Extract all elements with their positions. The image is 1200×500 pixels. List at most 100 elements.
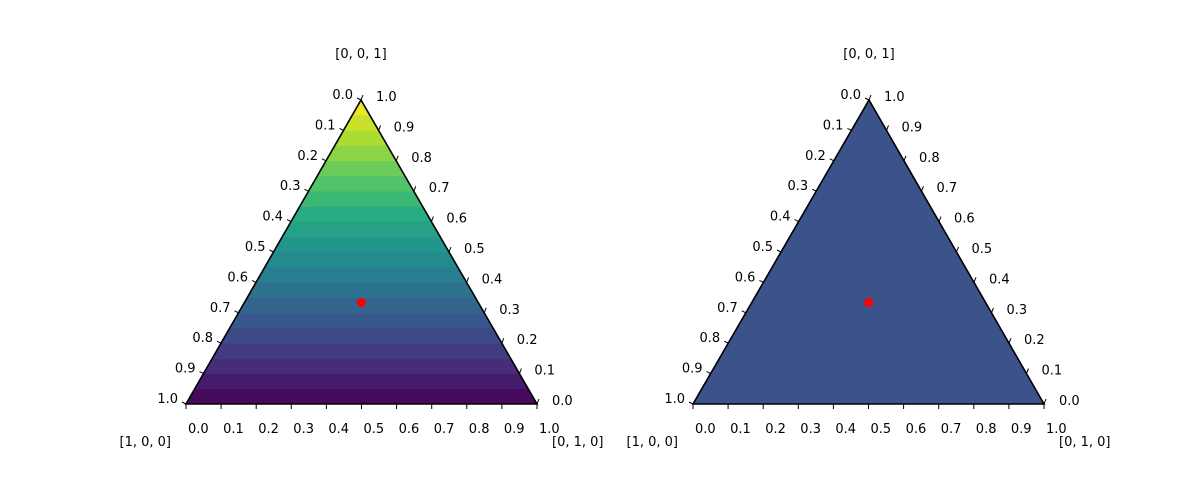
- tick-label-right: 0.5: [972, 242, 993, 257]
- tick-right: [903, 155, 907, 161]
- tick-label-right: 0.4: [989, 272, 1010, 287]
- tick-label-right: 0.3: [1007, 303, 1028, 318]
- tick-label-bottom: 0.4: [835, 422, 856, 437]
- tick-label-bottom: 0.8: [469, 422, 490, 437]
- tick-right: [1026, 368, 1029, 374]
- tick-right: [413, 186, 417, 192]
- tick-label-right: 0.9: [394, 120, 415, 135]
- contour-band: [325, 145, 397, 162]
- tick-label-bottom: 0.3: [800, 422, 821, 437]
- contour-band: [255, 266, 468, 283]
- tick-label-left: 0.9: [682, 362, 703, 377]
- tick-label-left: 0.7: [717, 301, 738, 316]
- tick-left: [251, 279, 257, 283]
- tick-label-right: 0.6: [446, 212, 467, 227]
- contour-band: [281, 221, 441, 238]
- tick-right: [886, 125, 889, 131]
- tick-left: [776, 249, 782, 253]
- ternary-plot-right: 0.0 0.1 0.2 0.3 0.4 0.5 0.6 0.7 0.8 0.9 1.0 0.0 0.1 0…: [627, 47, 1111, 450]
- tick-label-right: 1.0: [884, 90, 905, 105]
- tick-label-left: 0.8: [192, 331, 213, 346]
- tick-right: [378, 125, 382, 131]
- contour-band: [264, 251, 459, 268]
- tick-left: [688, 401, 694, 405]
- tick-label-left: 0.5: [752, 240, 773, 255]
- tick-label-right: 0.2: [1024, 333, 1045, 348]
- tick-right: [938, 216, 942, 222]
- tick-left: [706, 371, 711, 375]
- tick-label-bottom: 0.4: [328, 422, 349, 437]
- tick-label-left: 0.1: [315, 118, 336, 133]
- tick-label-bottom: 1.0: [1046, 422, 1067, 437]
- tick-label-left: 0.2: [805, 149, 826, 164]
- vertex-label-top: [0, 0, 1]: [843, 47, 895, 62]
- tick-label-bottom: 0.0: [188, 422, 209, 437]
- vertex-label-top: [0, 0, 1]: [335, 47, 387, 62]
- ternary-plot-left: 0.0 0.1 0.2 0.3 0.4 0.5 0.6 0.7 0.8 0.9 1.0 0.0 0.1 0…: [120, 47, 604, 450]
- tick-label-bottom: 0.0: [695, 422, 716, 437]
- tick-right: [501, 338, 505, 344]
- tick-right: [536, 398, 540, 405]
- tick-label-left: 0.0: [840, 88, 861, 103]
- tick-label-left: 0.3: [788, 179, 809, 194]
- tick-right: [1043, 398, 1047, 405]
- contour-band: [220, 327, 503, 344]
- tick-label-left: 0.0: [332, 88, 353, 103]
- vertex-label-right: [0, 1, 0]: [1059, 435, 1111, 450]
- contour-band: [211, 342, 512, 359]
- tick-label-left: 0.6: [735, 270, 756, 285]
- tick-label-bottom: 0.1: [223, 422, 244, 437]
- tick-label-right: 0.3: [499, 303, 520, 318]
- tick-label-right: 0.8: [919, 151, 940, 166]
- tick-label-left: 0.6: [227, 270, 248, 285]
- tick-label-right: 0.1: [534, 364, 555, 379]
- contour-band: [307, 175, 415, 192]
- tick-label-right: 1.0: [376, 90, 397, 105]
- tick-label-right: 0.1: [1042, 364, 1063, 379]
- tick-left: [286, 219, 292, 223]
- tick-left: [847, 127, 852, 131]
- contour-band: [290, 206, 432, 222]
- tick-label-bottom: 0.5: [364, 422, 385, 437]
- tick-label-right: 0.0: [552, 394, 573, 409]
- tick-label-right: 0.7: [937, 181, 958, 196]
- contour-band: [194, 373, 529, 390]
- tick-right: [921, 186, 924, 192]
- tick-label-left: 0.1: [823, 118, 844, 133]
- tick-right: [518, 368, 522, 374]
- tick-label-right: 0.2: [517, 333, 538, 348]
- contour-band: [202, 358, 520, 374]
- tick-label-bottom: 0.2: [765, 422, 786, 437]
- tick-label-bottom: 0.2: [258, 422, 279, 437]
- tick-label-bottom: 0.8: [976, 422, 997, 437]
- tick-right: [466, 277, 470, 283]
- tick-left: [304, 188, 309, 192]
- tick-label-left: 0.9: [175, 362, 196, 377]
- tick-left: [864, 97, 870, 101]
- contour-band: [246, 282, 476, 298]
- tick-right: [956, 246, 959, 253]
- tick-label-bottom: 0.1: [730, 422, 751, 437]
- tick-left: [356, 97, 362, 101]
- tick-label-bottom: 0.6: [906, 422, 927, 437]
- tick-left: [723, 340, 729, 344]
- tick-label-bottom: 1.0: [539, 422, 560, 437]
- tick-right: [1008, 338, 1012, 344]
- contour-band: [229, 312, 494, 329]
- tick-left: [759, 279, 764, 283]
- tick-left: [741, 310, 747, 314]
- tick-left: [234, 310, 239, 314]
- contour-band: [299, 190, 424, 207]
- tick-label-left: 0.3: [280, 179, 301, 194]
- tick-right: [395, 155, 399, 161]
- tick-label-left: 1.0: [157, 392, 178, 407]
- tick-label-bottom: 0.9: [504, 422, 525, 437]
- tick-label-right: 0.4: [482, 272, 503, 287]
- tick-label-left: 0.2: [297, 149, 318, 164]
- tick-left: [181, 401, 187, 405]
- tick-label-left: 0.8: [700, 331, 721, 346]
- tick-right: [868, 94, 872, 101]
- tick-label-left: 0.7: [210, 301, 231, 316]
- data-point: [864, 297, 874, 307]
